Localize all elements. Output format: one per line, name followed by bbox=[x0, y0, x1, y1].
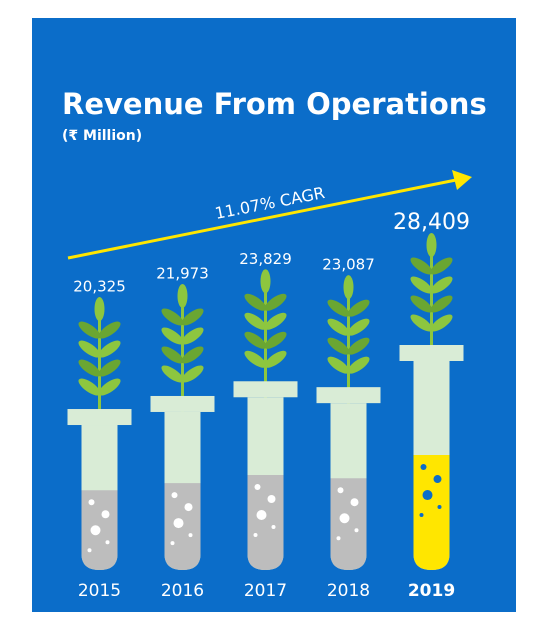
value-label: 23,829 bbox=[239, 250, 292, 268]
tube-cap bbox=[151, 396, 215, 412]
bubble bbox=[91, 525, 101, 535]
bubble bbox=[185, 503, 193, 511]
bubble bbox=[340, 513, 350, 523]
tube-cap bbox=[68, 409, 132, 425]
liquid bbox=[331, 478, 367, 570]
x-tick-label: 2018 bbox=[327, 581, 370, 601]
bubble bbox=[421, 464, 427, 470]
bubble bbox=[255, 484, 261, 490]
chart-subtitle: (₹ Million) bbox=[62, 128, 142, 144]
bubble bbox=[89, 499, 95, 505]
bubble bbox=[102, 510, 110, 518]
value-label: 23,087 bbox=[322, 256, 375, 274]
bubble bbox=[189, 533, 193, 537]
value-label: 28,409 bbox=[393, 210, 470, 235]
leaf bbox=[344, 275, 354, 299]
tube-cap bbox=[317, 387, 381, 403]
leaf bbox=[427, 233, 437, 257]
leaf bbox=[178, 284, 188, 308]
bubble bbox=[355, 528, 359, 532]
bubble bbox=[254, 533, 258, 537]
page: Revenue From Operations (₹ Million) 11.0… bbox=[0, 0, 537, 623]
tube-cap bbox=[234, 381, 298, 397]
bubble bbox=[106, 540, 110, 544]
x-tick-label: 2016 bbox=[161, 581, 204, 601]
bubble bbox=[434, 475, 442, 483]
bubble bbox=[257, 510, 267, 520]
bubble bbox=[88, 548, 92, 552]
bubble bbox=[174, 518, 184, 528]
bubble bbox=[171, 541, 175, 545]
value-label: 21,973 bbox=[156, 264, 209, 282]
leaf bbox=[261, 269, 271, 293]
bubble bbox=[351, 498, 359, 506]
bubble bbox=[272, 525, 276, 529]
chart-title: Revenue From Operations bbox=[62, 87, 487, 121]
bubble bbox=[420, 513, 424, 517]
bubble bbox=[172, 492, 178, 498]
bubble bbox=[423, 490, 433, 500]
bubble bbox=[438, 505, 442, 509]
liquid bbox=[165, 483, 201, 570]
x-tick-label: 2015 bbox=[78, 581, 121, 601]
liquid bbox=[414, 455, 450, 570]
liquid bbox=[248, 475, 284, 570]
bubble bbox=[268, 495, 276, 503]
x-tick-label: 2019 bbox=[408, 581, 455, 601]
leaf bbox=[95, 297, 105, 321]
x-tick-label: 2017 bbox=[244, 581, 287, 601]
bubble bbox=[338, 487, 344, 493]
bubble bbox=[337, 536, 341, 540]
value-label: 20,325 bbox=[73, 278, 126, 296]
chart: Revenue From Operations (₹ Million) 11.0… bbox=[0, 0, 537, 623]
tube-cap bbox=[400, 345, 464, 361]
